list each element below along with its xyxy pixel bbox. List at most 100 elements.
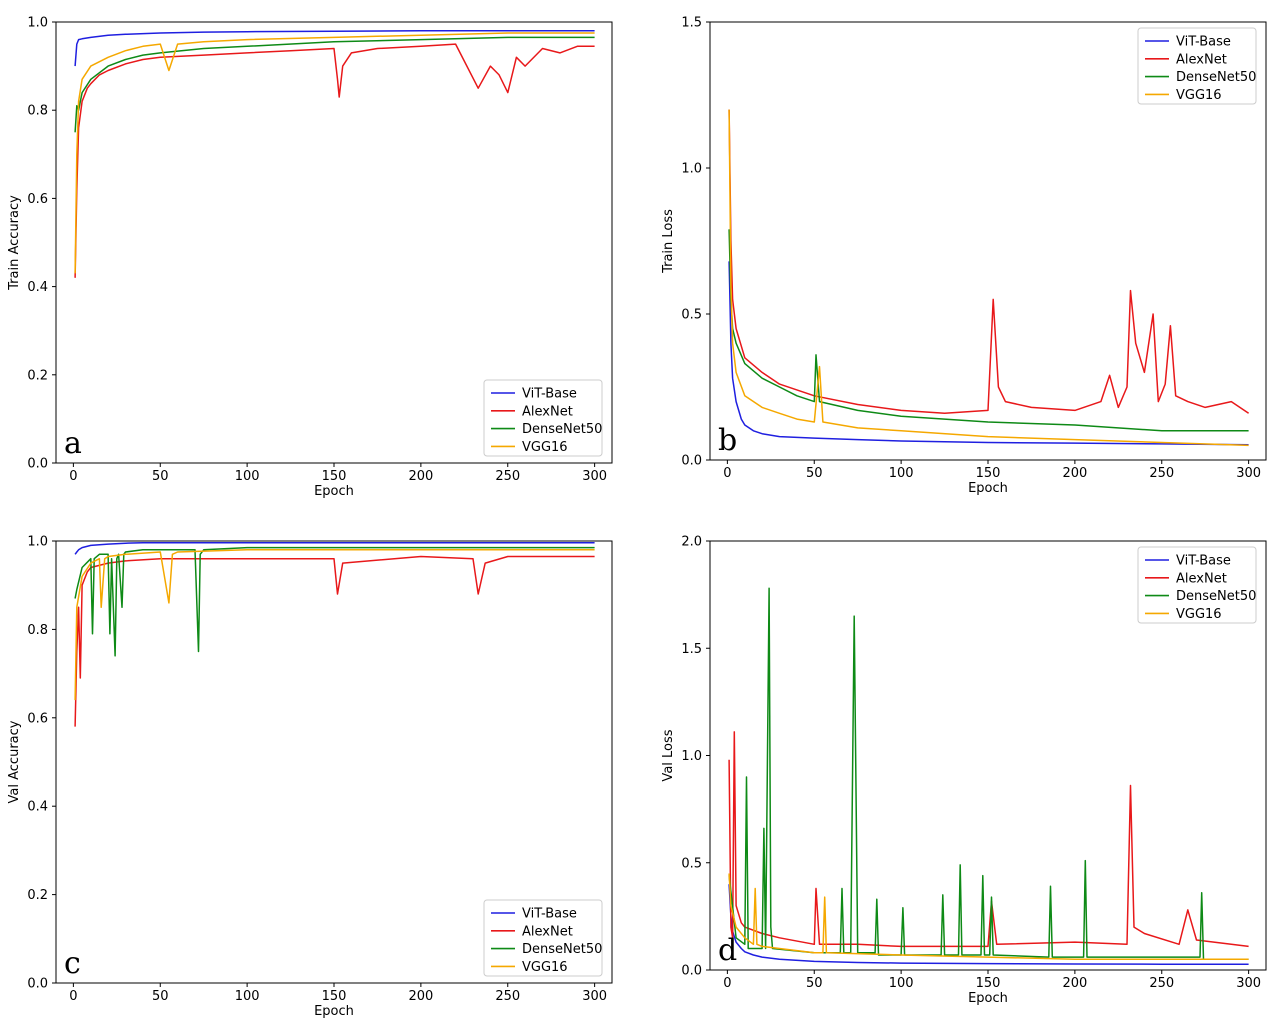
chart-a: 0 50 100 150 200 250 300 0.0 0.2 0.4 0.6 0.8 1.0 Epoc…: [7, 16, 613, 499]
legend-entry: ViT-Base: [522, 907, 577, 922]
x-tick-label: 0: [69, 469, 77, 484]
series-line-alexnet: [74, 555, 595, 727]
x-tick-label: 50: [152, 989, 169, 1004]
y-tick-label: 0.8: [27, 104, 48, 119]
x-tick-label: 250: [495, 469, 520, 484]
x-tick-label: 50: [152, 469, 169, 484]
legend-entry: AlexNet: [522, 404, 573, 419]
y-tick-label: 0.5: [681, 308, 702, 323]
legend-entry: ViT-Base: [1176, 35, 1231, 50]
panel-letter: c: [64, 946, 81, 981]
x-tick-label: 200: [408, 989, 433, 1004]
legend-box: [1137, 546, 1257, 624]
panel-letter: d: [718, 933, 737, 968]
legend: ViT-Base AlexNet DenseNet50 VGG16: [483, 899, 603, 977]
x-tick-label: 100: [889, 466, 914, 481]
y-tick-label: 0.0: [681, 964, 702, 979]
series-line-vit-base: [74, 30, 595, 67]
y-tick-label: 1.5: [681, 16, 702, 31]
y-tick-label: 1.5: [681, 642, 702, 657]
chart-c: 0 50 100 150 200 250 300 0.0 0.2 0.4 0.6 0.8 1.0 Epoc…: [7, 535, 613, 1019]
x-axis-label: Epoch: [968, 481, 1008, 496]
legend-entry: AlexNet: [1176, 571, 1227, 586]
panel-letter: a: [64, 426, 82, 461]
x-tick-label: 200: [1062, 466, 1087, 481]
y-axis-label: Val Accuracy: [7, 720, 22, 803]
legend-box: [483, 899, 603, 977]
legend: ViT-Base AlexNet DenseNet50 VGG16: [1137, 27, 1257, 105]
legend-entry: DenseNet50: [522, 422, 602, 437]
y-tick-label: 0.0: [27, 457, 48, 472]
x-tick-label: 250: [495, 989, 520, 1004]
series-line-vit-base: [728, 261, 1249, 446]
series-line-vit-base: [74, 542, 595, 555]
x-tick-label: 300: [1236, 466, 1261, 481]
x-tick-label: 100: [235, 469, 260, 484]
series-line-vgg16: [74, 32, 595, 274]
y-axis-label: Val Loss: [661, 729, 676, 781]
y-tick-label: 0.8: [27, 623, 48, 638]
y-tick-label: 0.4: [27, 800, 48, 815]
x-tick-label: 50: [806, 976, 823, 991]
x-tick-label: 100: [235, 989, 260, 1004]
x-tick-label: 150: [976, 466, 1001, 481]
y-tick-label: 1.0: [681, 162, 702, 177]
x-tick-label: 50: [806, 466, 823, 481]
legend: ViT-Base AlexNet DenseNet50 VGG16: [483, 379, 603, 457]
legend-entry: VGG16: [1176, 607, 1222, 622]
y-tick-label: 0.6: [27, 711, 48, 726]
y-tick-label: 2.0: [681, 535, 702, 550]
legend-entry: ViT-Base: [522, 387, 577, 402]
legend-box: [1137, 27, 1257, 105]
x-tick-label: 300: [582, 469, 607, 484]
legend-entry: VGG16: [522, 960, 568, 975]
x-tick-label: 250: [1149, 976, 1174, 991]
series-line-alexnet: [74, 43, 595, 278]
y-tick-label: 0.6: [27, 192, 48, 207]
series-line-vgg16: [74, 549, 595, 701]
x-tick-label: 150: [976, 976, 1001, 991]
series-line-densenet50: [74, 36, 595, 133]
panel-letter: b: [718, 423, 737, 458]
legend: ViT-Base AlexNet DenseNet50 VGG16: [1137, 546, 1257, 624]
series-line-densenet50: [74, 546, 595, 657]
legend-entry: DenseNet50: [1176, 70, 1256, 85]
x-axis-label: Epoch: [314, 484, 354, 499]
y-tick-label: 1.0: [27, 16, 48, 31]
y-tick-label: 1.0: [681, 749, 702, 764]
x-tick-label: 200: [408, 469, 433, 484]
x-tick-label: 0: [69, 989, 77, 1004]
legend-entry: AlexNet: [522, 924, 573, 939]
legend-entry: VGG16: [1176, 88, 1222, 103]
y-tick-label: 1.0: [27, 535, 48, 550]
legend-entry: DenseNet50: [1176, 589, 1256, 604]
legend-entry: ViT-Base: [1176, 554, 1231, 569]
series-line-vit-base: [728, 884, 1249, 965]
x-tick-label: 300: [582, 989, 607, 1004]
y-axis-label: Train Accuracy: [7, 195, 22, 291]
legend-box: [483, 379, 603, 457]
y-tick-label: 0.2: [27, 888, 48, 903]
y-tick-label: 0.0: [27, 977, 48, 992]
y-tick-label: 0.0: [681, 454, 702, 469]
series-line-vgg16: [728, 873, 1249, 961]
x-tick-label: 0: [723, 466, 731, 481]
legend-entry: AlexNet: [1176, 52, 1227, 67]
x-axis-label: Epoch: [314, 1004, 354, 1019]
x-tick-label: 250: [1149, 466, 1174, 481]
series-line-densenet50: [728, 587, 1249, 961]
y-tick-label: 0.5: [681, 856, 702, 871]
legend-entry: VGG16: [522, 440, 568, 455]
x-tick-label: 150: [322, 469, 347, 484]
y-tick-label: 0.2: [27, 368, 48, 383]
series-line-densenet50: [728, 229, 1249, 432]
chart-b: 0 50 100 150 200 250 300 0.0 0.5 1.0 1.5 Epoch Train…: [661, 16, 1267, 496]
y-axis-label: Train Loss: [661, 209, 676, 274]
x-tick-label: 300: [1236, 976, 1261, 991]
y-tick-label: 0.4: [27, 280, 48, 295]
x-axis-label: Epoch: [968, 991, 1008, 1006]
x-tick-label: 200: [1062, 976, 1087, 991]
series-line-vgg16: [728, 109, 1249, 447]
series-line-alexnet: [728, 731, 1249, 948]
